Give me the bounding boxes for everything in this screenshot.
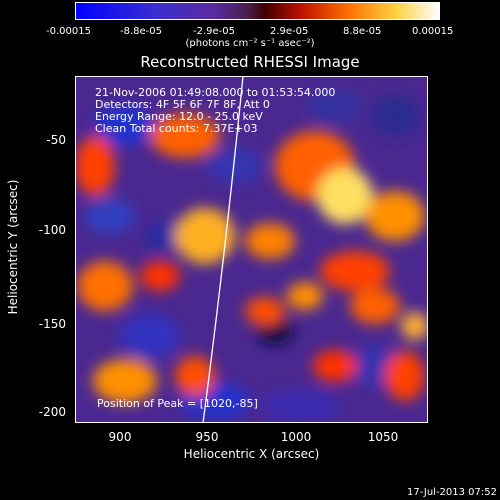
total-counts: Clean Total counts: 7.37E+03 — [95, 122, 258, 135]
detectors: Detectors: 4F 5F 6F 7F 8F, Att 0 — [95, 98, 270, 111]
y-tick: -150 — [38, 317, 66, 331]
y-axis-label: Heliocentric Y (arcsec) — [6, 179, 20, 315]
colorbar-tick: 0.00015 — [412, 26, 454, 37]
x-tick: 1050 — [367, 430, 399, 444]
peak-position: Position of Peak = [1020,-85] — [97, 397, 258, 410]
colorbar — [75, 2, 440, 20]
rhessi-image — [75, 76, 428, 423]
colorbar-tick: 8.8e-05 — [343, 26, 382, 37]
time-range: 21-Nov-2006 01:49:08.000 to 01:53:54.000 — [95, 86, 336, 99]
energy-range: Energy Range: 12.0 - 25.0 keV — [95, 110, 263, 123]
y-tick: -200 — [38, 405, 66, 419]
x-axis-label: Heliocentric X (arcsec) — [183, 447, 320, 461]
x-tick: 950 — [195, 430, 219, 444]
y-tick: -50 — [46, 133, 66, 147]
colorbar-units: (photons cm⁻² s⁻¹ asec⁻²) — [185, 38, 315, 49]
colorbar-tick: -2.9e-05 — [193, 26, 235, 37]
solar-limb-line — [202, 76, 244, 423]
y-tick: -100 — [38, 223, 66, 237]
x-tick: 1000 — [280, 430, 312, 444]
x-tick: 900 — [108, 430, 132, 444]
colorbar-tick: -8.8e-05 — [120, 26, 162, 37]
colorbar-tick: -0.00015 — [46, 26, 91, 37]
timestamp: 17-Jul-2013 07:52 — [406, 487, 497, 498]
plot-title: Reconstructed RHESSI Image — [140, 53, 360, 71]
colorbar-tick: 2.9e-05 — [270, 26, 309, 37]
